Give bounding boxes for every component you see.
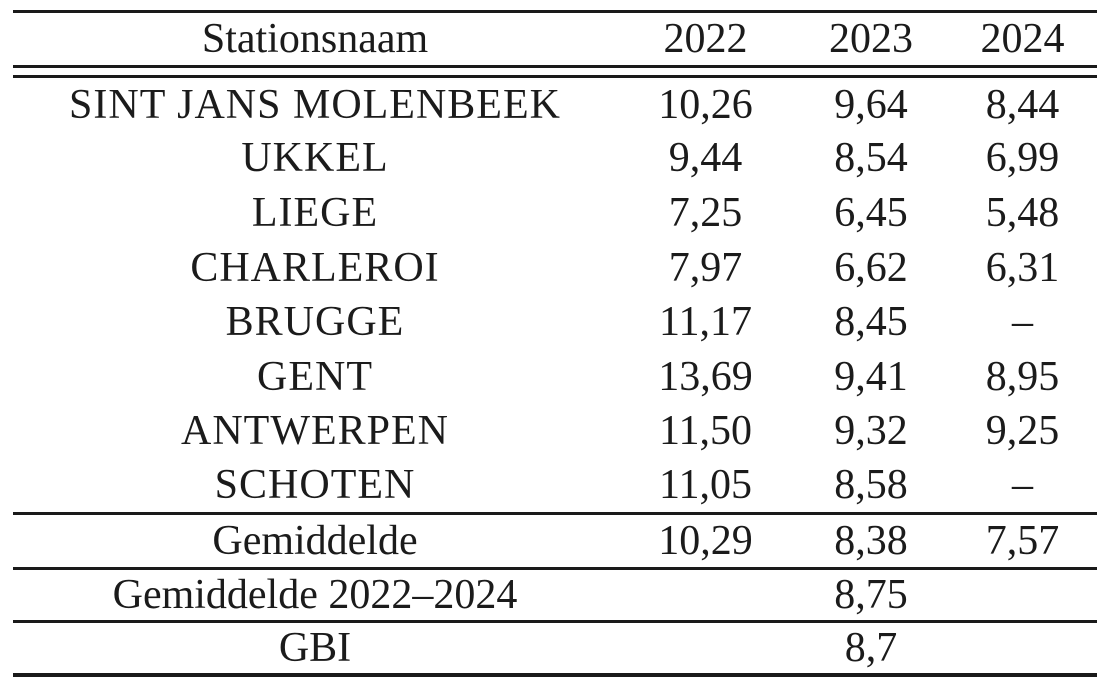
empty-cell — [948, 566, 1097, 622]
value-2024-missing: – — [1012, 299, 1033, 346]
value-2023: 8,58 — [834, 462, 908, 509]
col-header-stationsnaam: Stationsnaam — [13, 11, 617, 68]
table-row-liege: LIEGE 7,25 6,45 5,48 — [13, 186, 1097, 241]
value-2022: 9,44 — [668, 135, 743, 182]
station-name: BRUGGE — [225, 299, 405, 346]
value-2024: 9,25 — [985, 408, 1060, 455]
summary-row-gemiddelde: Gemiddelde 10,29 8,38 7,57 — [13, 511, 1097, 569]
value-2022: 7,97 — [668, 244, 743, 291]
station-name: SCHOTEN — [214, 462, 416, 509]
summary-value-2022: 10,29 — [617, 511, 794, 569]
value-2023: 9,64 — [834, 81, 908, 128]
table-row-ukkel: UKKEL 9,44 8,54 6,99 — [13, 131, 1097, 186]
empty-cell — [617, 566, 794, 622]
gbi-value: 8,7 — [794, 619, 948, 676]
header-row: Stationsnaam 2022 2023 2024 — [13, 11, 1097, 68]
table-row-charleroi: CHARLEROI 7,97 6,62 6,31 — [13, 240, 1097, 295]
summary-row-gemiddelde-2022-2024: Gemiddelde 2022–2024 8,75 — [13, 566, 1097, 622]
double-rule-line — [13, 66, 1097, 78]
value-2024: 6,99 — [985, 135, 1060, 182]
col-header-2024: 2024 — [948, 11, 1097, 68]
summary-overall-average: 8,75 — [794, 566, 948, 622]
station-name: SINT JANS MOLENBEEK — [69, 81, 561, 128]
value-2024: 8,44 — [985, 81, 1060, 128]
summary-row-gbi: GBI 8,7 — [13, 619, 1097, 676]
value-2024: 8,95 — [985, 353, 1060, 400]
empty-cell — [948, 619, 1097, 676]
station-name: ANTWERPEN — [181, 408, 449, 455]
value-2022: 10,26 — [658, 81, 753, 128]
summary-label: Gemiddelde 2022–2024 — [13, 566, 617, 622]
value-2023: 6,62 — [834, 244, 908, 291]
value-2024: 5,48 — [985, 189, 1060, 236]
value-2022: 11,50 — [659, 408, 752, 455]
value-2022: 7,25 — [668, 189, 743, 236]
value-2023: 9,32 — [834, 408, 908, 455]
col-header-2023: 2023 — [794, 11, 948, 68]
value-2023: 6,45 — [834, 189, 908, 236]
table-row-sint-jans-molenbeek: SINT JANS MOLENBEEK 10,26 9,64 8,44 — [13, 77, 1097, 132]
summary-value-2024: 7,57 — [948, 511, 1097, 569]
value-2022: 13,69 — [658, 353, 753, 400]
value-2024-missing: – — [1012, 462, 1033, 509]
table-row-gent: GENT 13,69 9,41 8,95 — [13, 349, 1097, 404]
value-2023: 9,41 — [834, 353, 908, 400]
value-2023: 8,45 — [834, 299, 908, 346]
col-header-2022: 2022 — [617, 11, 794, 68]
station-name: GENT — [257, 353, 373, 400]
table-row-brugge: BRUGGE 11,17 8,45 – — [13, 295, 1097, 350]
value-2023: 8,54 — [834, 135, 908, 182]
empty-cell — [617, 619, 794, 676]
station-name: CHARLEROI — [190, 244, 440, 291]
table-row-antwerpen: ANTWERPEN 11,50 9,32 9,25 — [13, 404, 1097, 459]
summary-label: GBI — [13, 619, 617, 676]
station-name: UKKEL — [241, 135, 389, 182]
value-2022: 11,05 — [659, 462, 752, 509]
table-row-schoten: SCHOTEN 11,05 8,58 – — [13, 459, 1097, 514]
summary-value-2023: 8,38 — [794, 511, 948, 569]
value-2022: 11,17 — [659, 299, 752, 346]
station-name: LIEGE — [251, 189, 379, 236]
value-2024: 6,31 — [985, 244, 1060, 291]
double-rule-gap — [13, 66, 1097, 78]
summary-label: Gemiddelde — [13, 511, 617, 569]
station-gbi-table: Stationsnaam 2022 2023 2024 SINT JANS MO… — [13, 10, 1097, 678]
